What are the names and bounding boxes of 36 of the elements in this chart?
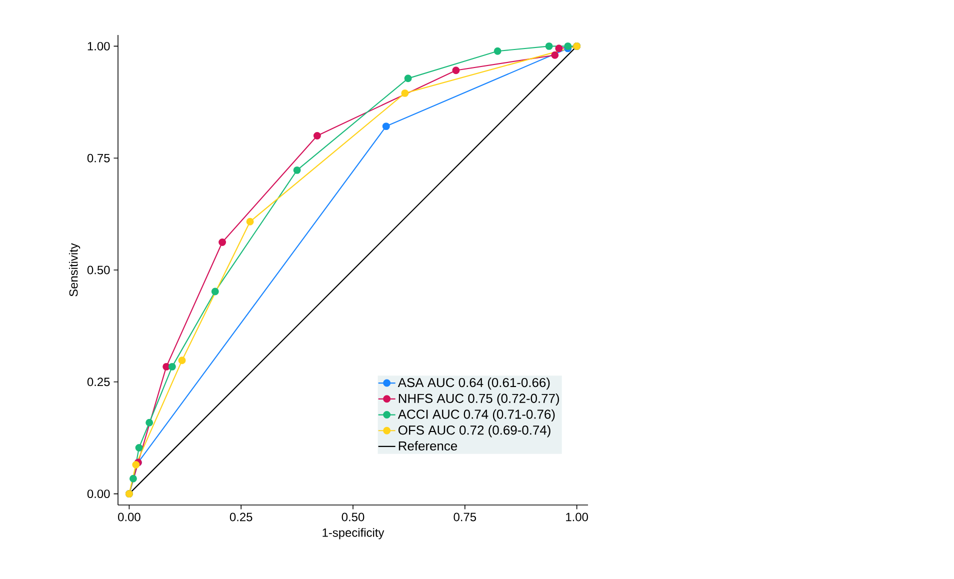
legend-label: Reference [398, 441, 458, 451]
point [555, 44, 563, 52]
point [146, 418, 154, 426]
point [564, 42, 572, 50]
point [129, 474, 137, 482]
x-tick-label: 0.75 [454, 512, 476, 522]
legend-label: ACCI AUC 0.74 (0.71-0.76) [398, 409, 555, 422]
point [545, 42, 553, 50]
point [494, 47, 502, 55]
x-tick-label: 0.25 [230, 512, 252, 522]
point [551, 51, 559, 59]
y-tick-label: 0.00 [87, 490, 110, 498]
point [178, 356, 186, 364]
y-tick-label: 1.00 [88, 42, 110, 50]
point [211, 288, 219, 296]
y-tick-label: 0.25 [87, 378, 110, 386]
point [404, 74, 412, 82]
point [382, 122, 390, 130]
x-axis-title: 1-specificity [322, 528, 384, 540]
point [246, 218, 254, 226]
point [168, 362, 176, 370]
y-axis-title: Sensitivity [68, 243, 80, 296]
legend-label: NHFS AUC 0.75 (0.72-0.77) [398, 393, 560, 406]
point [135, 444, 143, 452]
legend-label: ASA AUC 0.64 (0.61-0.66) [398, 378, 550, 390]
x-tick-label: 0.50 [342, 512, 364, 522]
point [401, 89, 409, 97]
y-tick-label: 0.50 [87, 266, 110, 274]
point [452, 66, 460, 74]
legend-label: OFS AUC 0.72 (0.69-0.74) [398, 425, 550, 438]
point [293, 166, 301, 174]
x-tick-label: 1.00 [566, 512, 588, 522]
y-tick-label: 0.75 [87, 154, 110, 162]
point [218, 238, 226, 246]
x-tick-label: 0.00 [118, 512, 140, 522]
point [313, 132, 321, 140]
